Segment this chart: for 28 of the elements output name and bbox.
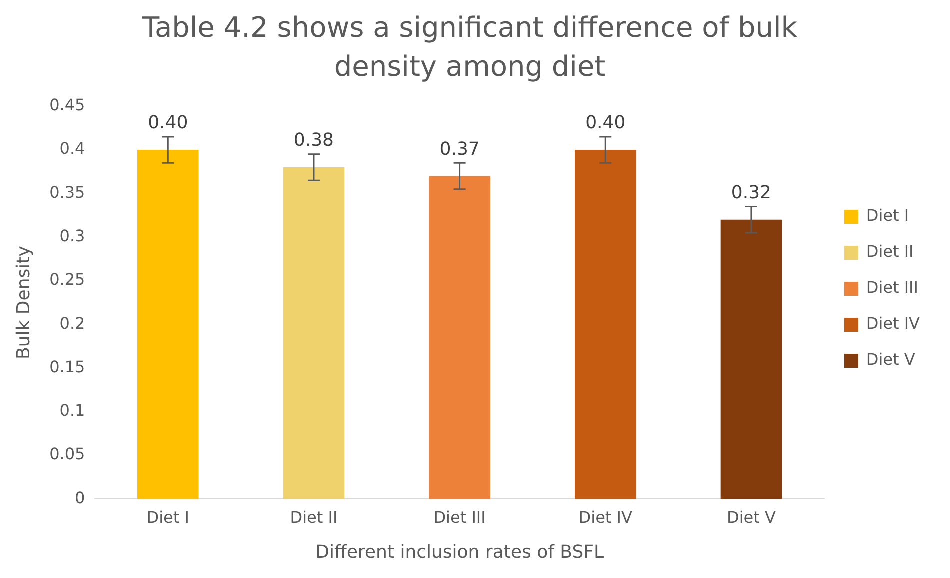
x-axis-title: Different inclusion rates of BSFL xyxy=(316,542,604,563)
y-axis-title: Bulk Density xyxy=(13,246,34,360)
data-label: 0.37 xyxy=(440,138,480,160)
data-label: 0.38 xyxy=(294,130,334,152)
y-tick-label: 0.15 xyxy=(50,357,86,376)
chart-title: Table 4.2 shows a significant difference of bulk density among diet xyxy=(142,10,798,84)
y-tick-label: 0.45 xyxy=(50,96,86,115)
legend-label: Diet III xyxy=(866,278,918,298)
x-tick-label: Diet V xyxy=(726,508,776,527)
y-tick-label: 0 xyxy=(75,488,86,508)
y-tick-label: 0.35 xyxy=(50,182,86,202)
y-tick-label: 0.25 xyxy=(50,270,86,290)
y-tick-label: 0.05 xyxy=(50,444,86,464)
legend-label: Diet IV xyxy=(866,314,920,334)
y-tick-label: 0.2 xyxy=(60,314,86,333)
legend-label: Diet II xyxy=(866,242,914,262)
y-tick-label: 0.4 xyxy=(60,139,86,158)
x-tick-label: Diet IV xyxy=(578,508,632,527)
x-tick-label: Diet II xyxy=(290,508,338,527)
y-tick-label: 0.3 xyxy=(60,226,86,246)
x-tick-label: Diet III xyxy=(434,508,486,527)
legend-label: Diet V xyxy=(866,350,916,370)
data-label: 0.40 xyxy=(148,112,188,134)
data-label: 0.40 xyxy=(586,112,626,134)
data-label: 0.32 xyxy=(731,182,772,204)
x-tick-label: Diet I xyxy=(146,508,190,527)
legend-label: Diet I xyxy=(866,206,910,226)
y-tick-label: 0.1 xyxy=(60,401,86,420)
